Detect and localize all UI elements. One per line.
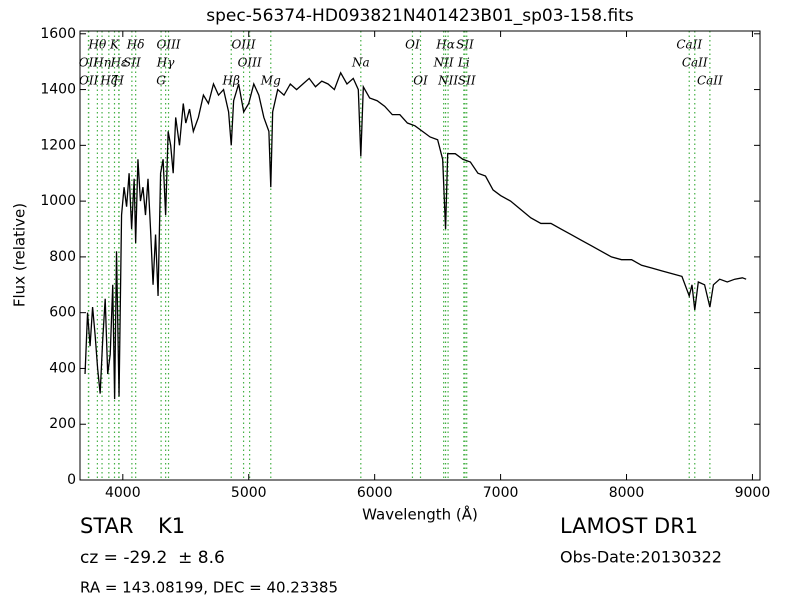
y-tick-label: 200	[49, 416, 76, 432]
x-tick-label: 7000	[483, 485, 519, 501]
spectrum-line	[84, 71, 747, 400]
y-tick-label: 400	[49, 360, 76, 376]
spectral-line-label: NII	[437, 74, 458, 88]
spectral-line-label: CaII	[697, 74, 723, 88]
coordinates: RA = 143.08199, DEC = 40.23385	[80, 579, 338, 597]
spectral-line-label: H	[113, 74, 125, 88]
y-tick-label: 0	[67, 472, 76, 488]
spectral-line-label: OIII	[238, 56, 262, 70]
y-tick-label: 600	[49, 305, 76, 321]
spectral-line-label: Hα	[435, 38, 455, 52]
spectral-line-label: K	[109, 38, 120, 52]
spectral-line-label: Hζ	[99, 74, 118, 88]
x-tick-label: 8000	[609, 485, 645, 501]
survey: LAMOST DR1	[560, 514, 698, 538]
x-tick-label: 4000	[105, 485, 141, 501]
spectral-line-label: Na	[351, 56, 370, 70]
spectral-line-label: G	[156, 74, 166, 88]
spectral-line-label: OII	[79, 74, 99, 88]
y-tick-label: 1200	[40, 137, 76, 153]
spectral-line-label: OIII	[156, 38, 180, 52]
spectral-line-label: Hδ	[126, 38, 145, 52]
spectral-line-label: OI	[405, 38, 420, 52]
spectral-line-label: Li	[457, 56, 470, 70]
spectral-line-label: Mg	[260, 74, 281, 88]
spectral-line-label: CaII	[676, 38, 702, 52]
spectral-line-label: CaII	[682, 56, 708, 70]
x-axis-label: Wavelength (Å)	[362, 505, 478, 524]
spectral-line-label: SII	[123, 56, 141, 70]
x-tick-label: 9000	[735, 485, 771, 501]
star-class: STAR	[80, 514, 133, 538]
y-tick-label: 1000	[40, 193, 76, 209]
plot-frame	[79, 30, 761, 481]
spectral-line-label: Hβ	[222, 74, 240, 88]
spectral-line-label: Hη	[92, 56, 111, 70]
spectral-line-label: OIII	[232, 38, 256, 52]
redshift: cz = -29.2 ± 8.6	[80, 548, 225, 568]
x-tick-label: 5000	[231, 485, 267, 501]
spectral-line-label: Hθ	[88, 38, 107, 52]
obs-date: Obs-Date:20130322	[560, 548, 722, 567]
y-axis-label: Flux (relative)	[11, 203, 29, 307]
spectral-line-label: OI	[413, 74, 428, 88]
y-tick-label: 800	[49, 249, 76, 265]
spectral-line-label: NII	[433, 56, 454, 70]
spectral-line-label: SII	[458, 74, 476, 88]
y-tick-label: 1600	[40, 26, 76, 42]
star-subclass: K1	[158, 514, 185, 538]
spectral-line-label: SII	[456, 38, 474, 52]
chart-title: spec-56374-HD093821N401423B01_sp03-158.f…	[206, 6, 634, 26]
spectral-line-label: Hγ	[156, 56, 175, 70]
x-tick-label: 6000	[357, 485, 393, 501]
y-tick-label: 1400	[40, 82, 76, 98]
